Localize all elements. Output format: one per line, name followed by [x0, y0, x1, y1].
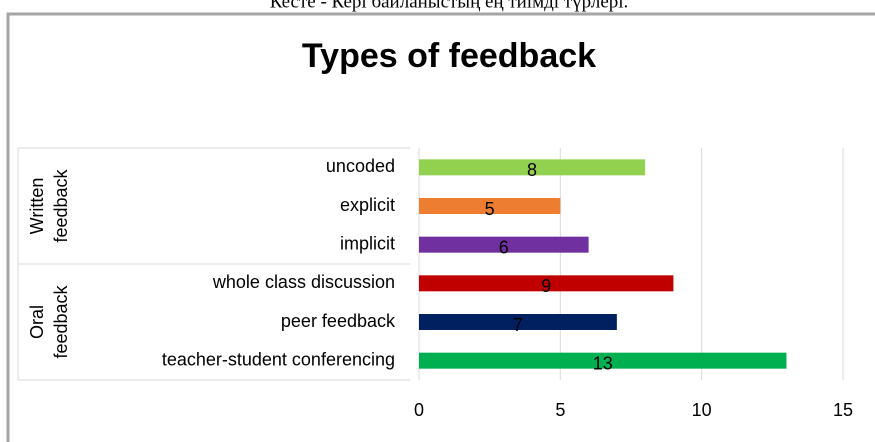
- y-tick-label: whole class discussion: [212, 272, 395, 292]
- y-tick-label: uncoded: [326, 156, 395, 176]
- x-tick-label: 5: [555, 400, 565, 420]
- y-tick-label: explicit: [340, 195, 395, 215]
- value-label: 13: [593, 353, 613, 373]
- bar: [419, 198, 561, 214]
- group-label: Oral: [27, 305, 47, 339]
- bar: [419, 275, 674, 292]
- caption: Кесте - Кері байланыстың ең тиімді түрле…: [270, 0, 629, 12]
- chart-title: Types of feedback: [302, 37, 596, 75]
- y-tick-label: teacher-student conferencing: [162, 349, 395, 369]
- value-label: 8: [527, 160, 537, 180]
- bar: [419, 352, 787, 369]
- x-tick-label: 10: [692, 400, 712, 420]
- bar: [419, 236, 589, 253]
- y-tick-label: implicit: [340, 233, 395, 253]
- y-tick-label: peer feedback: [281, 311, 396, 331]
- x-tick-label: 0: [414, 400, 424, 420]
- value-label: 7: [513, 315, 523, 335]
- bar: [419, 159, 646, 176]
- bar: [419, 314, 617, 330]
- group-label: feedback: [51, 284, 71, 358]
- chart-border: [6, 12, 875, 442]
- group-label: Written: [27, 178, 47, 235]
- group-label: feedback: [51, 168, 71, 242]
- value-label: 9: [541, 276, 551, 296]
- value-label: 6: [499, 237, 509, 257]
- x-tick-label: 15: [833, 400, 853, 420]
- value-label: 5: [485, 199, 495, 219]
